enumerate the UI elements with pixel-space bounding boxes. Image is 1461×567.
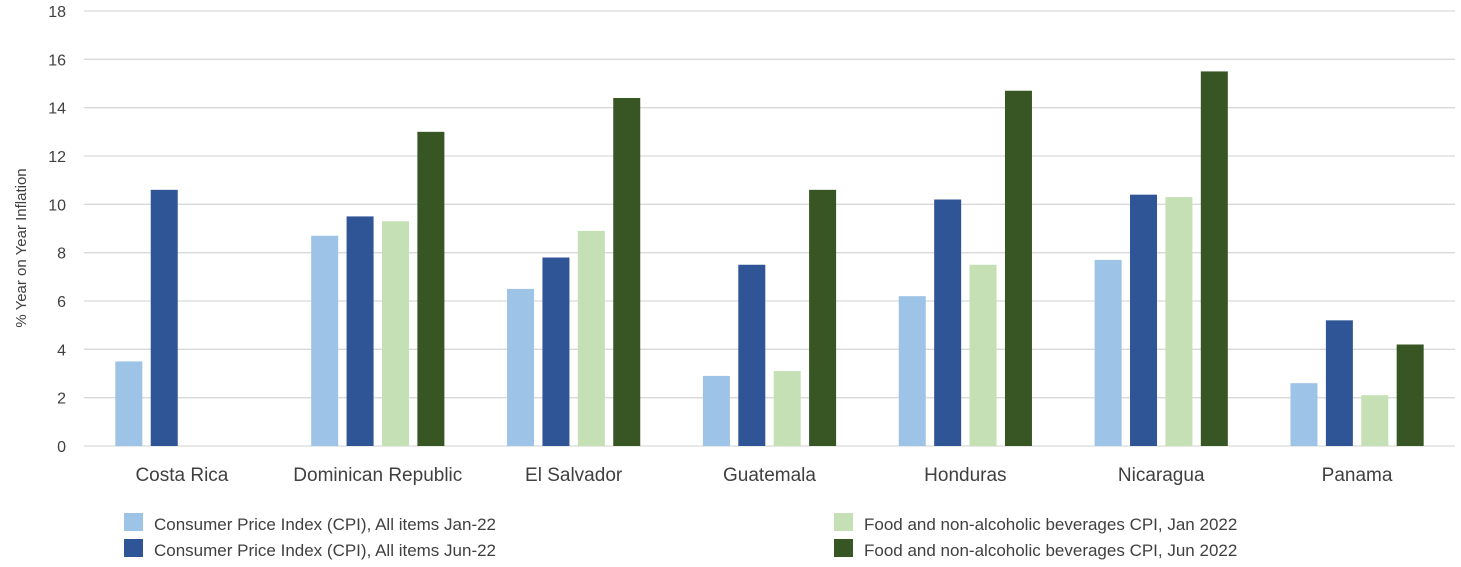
bar bbox=[1325, 320, 1353, 446]
bar bbox=[150, 189, 178, 447]
bar bbox=[702, 375, 730, 446]
bar bbox=[381, 221, 409, 446]
bar bbox=[773, 371, 801, 446]
x-category-label: Costa Rica bbox=[135, 465, 228, 486]
bar bbox=[346, 216, 374, 446]
bar bbox=[577, 230, 605, 446]
x-axis-category-labels: Costa Rica Dominican Republic El Salvador G… bbox=[135, 465, 1392, 486]
legend-label: Consumer Price Index (CPI), All items Ju… bbox=[154, 541, 496, 560]
x-category-label: Nicaragua bbox=[1118, 465, 1205, 486]
bars bbox=[115, 71, 1424, 447]
bar bbox=[898, 296, 926, 446]
gridlines bbox=[84, 10, 1455, 447]
y-tick-label: 16 bbox=[48, 52, 66, 69]
bar bbox=[738, 264, 766, 446]
y-axis-title: % Year on Year Inflation bbox=[13, 168, 30, 327]
legend-swatch bbox=[124, 539, 143, 557]
y-tick-label: 10 bbox=[48, 197, 66, 214]
y-axis-tick-labels: 0 2 4 6 8 10 12 14 16 18 bbox=[48, 4, 66, 456]
legend-label: Consumer Price Index (CPI), All items Ja… bbox=[154, 515, 496, 534]
x-category-label: Dominican Republic bbox=[293, 465, 462, 486]
y-tick-label: 14 bbox=[48, 101, 66, 118]
bar bbox=[613, 98, 641, 446]
y-tick-label: 0 bbox=[57, 439, 66, 456]
legend-label: Food and non-alcoholic beverages CPI, Ju… bbox=[864, 541, 1237, 560]
bar bbox=[1004, 90, 1032, 446]
legend-label: Food and non-alcoholic beverages CPI, Ja… bbox=[864, 515, 1237, 534]
bar bbox=[1396, 344, 1424, 446]
x-category-label: Honduras bbox=[924, 465, 1006, 486]
bar bbox=[1130, 194, 1158, 446]
legend-swatch bbox=[834, 539, 853, 557]
y-tick-label: 18 bbox=[48, 4, 66, 21]
x-category-label: Panama bbox=[1322, 465, 1393, 486]
x-category-label: El Salvador bbox=[525, 465, 623, 486]
bar bbox=[1165, 197, 1193, 446]
bar bbox=[934, 199, 962, 446]
bar bbox=[969, 264, 997, 446]
bar bbox=[311, 235, 339, 446]
y-tick-label: 8 bbox=[57, 246, 66, 263]
y-tick-label: 6 bbox=[57, 294, 66, 311]
bar bbox=[115, 361, 143, 446]
legend: Consumer Price Index (CPI), All items Ja… bbox=[124, 513, 1237, 560]
bar bbox=[507, 288, 535, 446]
x-category-label: Guatemala bbox=[723, 465, 816, 486]
bar bbox=[542, 257, 570, 446]
bar bbox=[1361, 395, 1389, 446]
bar bbox=[809, 189, 837, 447]
legend-swatch bbox=[124, 513, 143, 531]
legend-swatch bbox=[834, 513, 853, 531]
bar bbox=[1290, 383, 1318, 446]
bar bbox=[417, 131, 445, 447]
bar bbox=[1200, 71, 1228, 447]
bar bbox=[1094, 259, 1122, 446]
y-tick-label: 2 bbox=[57, 391, 66, 408]
y-tick-label: 12 bbox=[48, 149, 66, 166]
y-tick-label: 4 bbox=[57, 342, 66, 359]
